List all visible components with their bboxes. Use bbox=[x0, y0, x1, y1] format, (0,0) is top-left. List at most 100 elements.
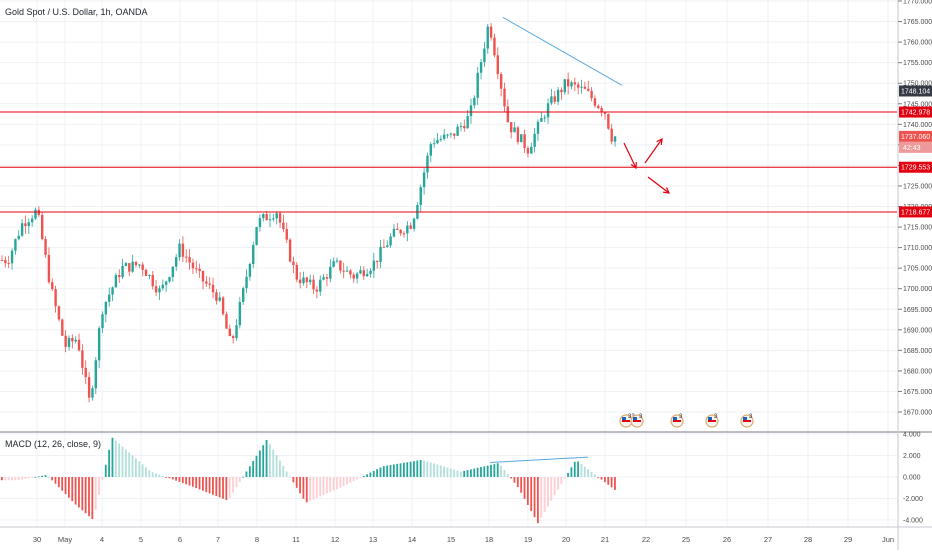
candle-body bbox=[412, 218, 416, 229]
macd-bar bbox=[600, 477, 603, 480]
macd-axis[interactable]: -4.000 -2.000 0.000 2.000 4.000 bbox=[903, 432, 923, 525]
candle-body bbox=[175, 257, 178, 267]
candle-body bbox=[97, 328, 101, 361]
macd-bar bbox=[463, 470, 466, 477]
candle-body bbox=[44, 239, 47, 255]
time-axis[interactable]: 30 May 4 5 6 7 8 11 12 13 14 15 18 19 20 21 22 25 26 27 28 29… bbox=[33, 535, 894, 544]
price-tick-label: 1750.000 bbox=[903, 81, 932, 88]
candle-body bbox=[298, 279, 302, 284]
macd-bar bbox=[275, 455, 278, 477]
candle-body bbox=[108, 294, 111, 302]
macd-bar bbox=[396, 463, 399, 477]
event-count-label: 3 bbox=[714, 414, 718, 420]
macd-bar bbox=[386, 465, 389, 477]
macd-bar bbox=[593, 474, 596, 477]
macd-bar bbox=[583, 466, 586, 477]
macd-bar bbox=[439, 465, 442, 477]
candle-body bbox=[67, 337, 71, 347]
macd-bar bbox=[94, 477, 97, 510]
macd-bar bbox=[44, 475, 47, 477]
macd-bar bbox=[362, 476, 365, 477]
candle-body bbox=[406, 225, 409, 234]
macd-bar bbox=[24, 477, 27, 479]
candle-body bbox=[553, 96, 556, 102]
candle-body bbox=[14, 239, 17, 251]
macd-bar bbox=[124, 449, 127, 477]
macd-bar bbox=[523, 477, 526, 499]
macd-bar bbox=[98, 477, 100, 495]
price-axis[interactable]: 1670.000 1675.000 1680.000 1685.000 1690.000… bbox=[898, 0, 932, 417]
candle-body bbox=[34, 209, 37, 219]
candle-body bbox=[469, 105, 473, 117]
candle-body bbox=[17, 235, 20, 240]
macd-bar bbox=[590, 471, 593, 477]
macd-bar bbox=[513, 477, 516, 483]
candle-body bbox=[231, 336, 235, 339]
macd-bar bbox=[359, 477, 362, 478]
candle-body bbox=[275, 213, 278, 219]
macd-bar bbox=[336, 477, 338, 490]
candle-body bbox=[288, 239, 292, 262]
macd-bar bbox=[329, 477, 332, 493]
flag-stripe bbox=[633, 420, 641, 422]
macd-bar bbox=[423, 460, 425, 477]
macd-tick-label: -2.000 bbox=[903, 496, 923, 503]
macd-bar bbox=[168, 477, 171, 479]
macd-indicator-label[interactable]: MACD (12, 26, close, 9) bbox=[5, 439, 101, 449]
price-tick-label: 1715.000 bbox=[903, 225, 932, 232]
level-price-tag-label: 1729.553 bbox=[901, 165, 930, 172]
last-price-tag-label: 1737.060 bbox=[901, 134, 930, 141]
candle-body bbox=[309, 279, 312, 283]
candle-body bbox=[164, 281, 168, 285]
candle-body bbox=[138, 264, 141, 266]
macd-bar bbox=[11, 477, 13, 481]
economic-event-badge[interactable]: 3 bbox=[740, 414, 754, 428]
price-tick-label: 1765.000 bbox=[903, 19, 932, 26]
economic-event-badge[interactable]: 3 bbox=[630, 414, 644, 428]
candle-body bbox=[201, 271, 205, 282]
candle-body bbox=[74, 339, 77, 342]
economic-event-badge[interactable]: 33 bbox=[619, 414, 635, 428]
candle-body bbox=[238, 302, 242, 326]
macd-bar bbox=[161, 475, 164, 477]
event-badges[interactable]: 33 3 3 3 3 bbox=[619, 414, 754, 428]
candle-body bbox=[536, 121, 540, 134]
support-resistance-levels[interactable] bbox=[0, 111, 897, 213]
candle-body bbox=[315, 289, 319, 292]
macd-tick-label: 0.000 bbox=[903, 475, 921, 482]
macd-bar bbox=[580, 464, 583, 477]
descending-trendline[interactable] bbox=[502, 17, 623, 86]
candle-body bbox=[426, 155, 429, 173]
candle-body bbox=[51, 282, 54, 290]
candle-body bbox=[195, 268, 198, 270]
candle-body bbox=[329, 266, 332, 279]
macd-bar bbox=[248, 466, 251, 477]
macd-bar bbox=[413, 461, 415, 477]
price-tick-label: 1675.000 bbox=[903, 389, 932, 396]
economic-event-badge[interactable]: 3 bbox=[705, 414, 719, 428]
macd-bar bbox=[610, 477, 613, 488]
candle-body bbox=[141, 264, 144, 270]
candle-body bbox=[335, 260, 339, 262]
candle-body bbox=[94, 360, 97, 389]
candle-body bbox=[128, 263, 131, 272]
candle-body bbox=[101, 314, 104, 329]
macd-bar bbox=[480, 467, 482, 477]
level-price-tag bbox=[899, 161, 932, 173]
price-tick-label: 1710.000 bbox=[903, 245, 932, 252]
candle-body bbox=[546, 103, 550, 118]
macd-bar bbox=[165, 477, 167, 478]
economic-event-badge[interactable]: 3 bbox=[670, 414, 684, 428]
projection-arrows[interactable] bbox=[623, 137, 670, 194]
candle-body bbox=[41, 214, 44, 240]
macd-bar bbox=[346, 477, 348, 485]
candle-body bbox=[272, 218, 275, 220]
candle-body bbox=[402, 233, 406, 235]
macd-divergence-line[interactable] bbox=[489, 456, 589, 463]
time-tick-label: 25 bbox=[682, 535, 690, 544]
macd-bar bbox=[191, 477, 194, 487]
macd-bar bbox=[91, 477, 94, 520]
macd-bar bbox=[265, 439, 268, 477]
candle-body bbox=[543, 117, 546, 119]
